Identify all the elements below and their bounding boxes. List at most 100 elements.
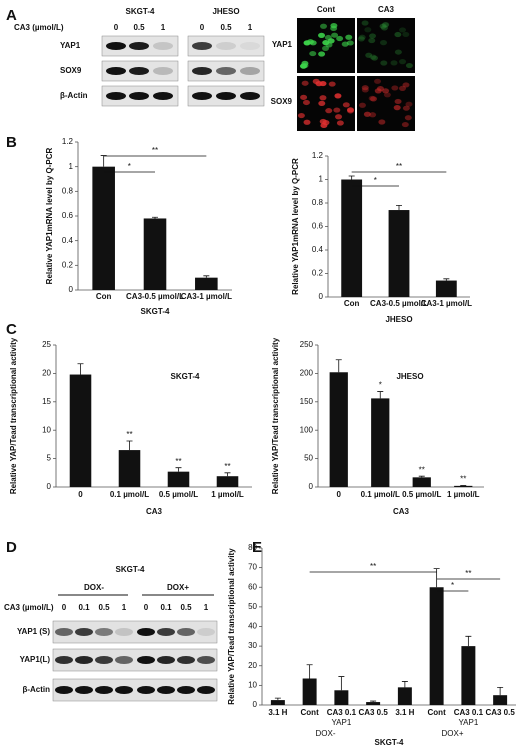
bar [429,587,444,705]
cell [336,120,344,126]
y-tick-label: 0 [253,700,258,709]
blot-band [137,686,155,694]
y-tick-label: 50 [248,602,257,611]
cell [318,32,326,38]
blot-band [115,686,133,694]
error-bar [203,275,210,278]
error-bar [152,216,158,219]
cell [361,20,369,26]
bar [195,277,218,290]
cell [365,52,373,58]
blot-band [153,42,173,50]
error-bar [224,472,231,477]
group-label: DOX- [84,583,104,592]
bar [216,476,239,487]
significance-label: ** [224,462,230,471]
x-axis-label: JHESO [385,315,412,324]
panel-label: C [6,321,17,338]
chart-title: SKGT-4 [171,372,200,381]
error-bar [126,440,133,451]
cell [357,36,365,42]
cell [318,51,326,57]
y-tick-label: 0.2 [62,260,74,269]
cell [319,118,327,125]
bar [412,477,431,487]
bar [92,166,115,290]
y-tick-label: 200 [300,369,314,378]
cell [399,27,407,33]
bar [143,218,167,290]
significance-label: ** [465,569,471,578]
significance-label: ** [126,430,132,439]
cell [297,112,305,119]
cell [358,102,366,108]
dose-label: 0 [144,603,149,612]
group-label: DOX- [316,729,336,738]
cell [404,115,412,121]
bar [454,485,473,487]
dose-label: 0.5 [180,603,192,612]
significance-label: ** [396,162,402,171]
cell [380,25,388,31]
cell [379,23,387,29]
cell [371,55,379,61]
panel-label: B [6,134,17,151]
x-tick-label: Cont [301,708,320,717]
x-tick-label: Con [96,292,112,301]
bar [302,678,317,705]
bar [270,700,285,705]
cell [401,121,409,128]
cell [306,39,314,45]
blot-band [192,67,212,75]
error-bar [418,475,425,478]
cell [335,114,343,120]
cell [390,60,398,66]
cell [342,102,350,108]
x-tick-label: CA3-1 µmol/L [421,299,472,308]
cell [303,119,311,125]
error-bar [443,278,450,281]
y-tick-label: 1 [319,175,324,184]
y-tick-label: 20 [42,369,51,378]
panel-label: E [252,539,262,556]
dose-label: 0.5 [220,23,232,32]
blot-band [153,67,173,75]
y-tick-label: 80 [248,543,257,552]
cell [378,119,386,125]
bar [397,687,412,705]
y-tick-label: 0.8 [312,198,324,207]
y-tick-label: 0 [319,292,324,301]
error-bar [396,204,402,211]
error-bar [274,697,281,701]
group-label: DOX+ [167,583,189,592]
cell [393,105,401,111]
cell [383,92,391,98]
error-bar [100,155,107,167]
blot-band [157,656,175,664]
cell [333,107,341,113]
significance-label: ** [419,465,425,474]
error-bar [338,676,345,691]
blot-band [157,686,175,694]
bar [118,450,141,487]
blot-band [129,42,149,50]
blot-row-label: SOX9 [60,66,82,75]
blot-band [55,656,73,664]
cell [319,95,327,101]
blot-band [95,686,113,694]
y-tick-label: 250 [300,340,314,349]
if-image [357,76,415,131]
blot-band [216,42,236,50]
y-tick-label: 5 [47,454,52,463]
blot-band [106,42,126,50]
blot-row-label: β-Actin [60,91,88,100]
y-tick-label: 1.2 [312,151,324,160]
bar [341,179,363,297]
cell [331,32,339,38]
if-row-label: YAP1 [272,40,293,49]
panel-label: A [6,7,17,24]
y-tick-label: 0.6 [62,211,74,220]
blot-row-label: YAP1(L) [20,655,51,664]
y-tick-label: 0.8 [62,186,74,195]
x-tick-label: CA3-1 µmol/L [181,292,232,301]
